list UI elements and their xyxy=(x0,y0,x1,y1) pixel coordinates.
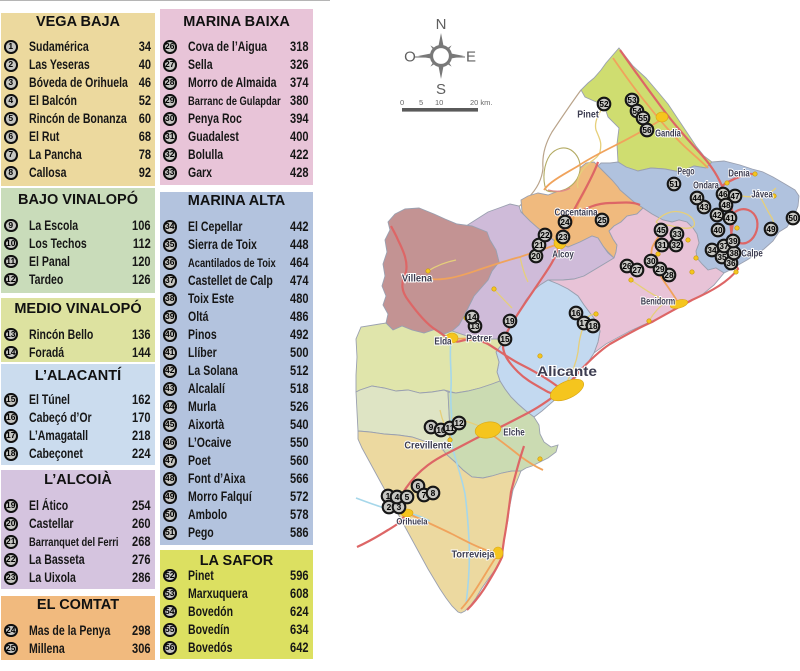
svg-text:52: 52 xyxy=(599,99,609,109)
svg-text:26: 26 xyxy=(622,261,632,271)
svg-text:4: 4 xyxy=(395,492,400,502)
svg-text:38: 38 xyxy=(729,248,739,258)
svg-text:9: 9 xyxy=(429,422,434,432)
svg-text:Alicante: Alicante xyxy=(537,363,597,379)
svg-text:Pego: Pego xyxy=(677,166,694,178)
svg-text:Elda: Elda xyxy=(434,336,451,348)
svg-text:Orihuela: Orihuela xyxy=(396,516,428,527)
svg-text:Ondara: Ondara xyxy=(693,180,719,192)
svg-text:Villena: Villena xyxy=(402,273,432,285)
svg-text:21: 21 xyxy=(534,240,544,250)
svg-text:35: 35 xyxy=(717,252,727,262)
svg-text:Benidorm: Benidorm xyxy=(641,296,675,308)
svg-text:Crevillente: Crevillente xyxy=(404,440,451,452)
svg-text:30: 30 xyxy=(646,256,656,266)
svg-text:13: 13 xyxy=(470,321,480,331)
svg-text:42: 42 xyxy=(712,210,722,220)
svg-text:44: 44 xyxy=(692,193,702,203)
svg-text:15: 15 xyxy=(500,334,510,344)
svg-text:23: 23 xyxy=(558,232,568,242)
svg-text:41: 41 xyxy=(725,213,735,223)
svg-text:Alcoy: Alcoy xyxy=(552,249,574,261)
svg-text:Elche: Elche xyxy=(503,427,525,439)
svg-text:19: 19 xyxy=(505,316,515,326)
svg-text:Petrer: Petrer xyxy=(466,333,492,345)
svg-text:37: 37 xyxy=(719,241,729,251)
svg-text:48: 48 xyxy=(721,200,731,210)
svg-text:0: 0 xyxy=(400,98,404,107)
svg-text:50: 50 xyxy=(788,213,798,223)
svg-text:Jávea: Jávea xyxy=(751,189,773,201)
svg-text:2: 2 xyxy=(387,502,392,512)
svg-text:5: 5 xyxy=(405,492,410,502)
svg-text:31: 31 xyxy=(657,240,667,250)
svg-text:47: 47 xyxy=(730,191,740,201)
svg-text:20: 20 xyxy=(531,251,541,261)
svg-text:3: 3 xyxy=(397,502,402,512)
svg-text:E: E xyxy=(466,49,476,66)
svg-text:17: 17 xyxy=(579,318,589,328)
svg-text:51: 51 xyxy=(669,179,679,189)
svg-text:16: 16 xyxy=(571,308,581,318)
svg-text:36: 36 xyxy=(726,258,736,268)
svg-text:29: 29 xyxy=(655,264,665,274)
svg-text:S: S xyxy=(436,81,446,98)
svg-text:34: 34 xyxy=(707,245,717,255)
svg-text:Calpe: Calpe xyxy=(741,248,763,260)
svg-text:6: 6 xyxy=(416,481,421,491)
svg-text:18: 18 xyxy=(588,321,598,331)
svg-text:46: 46 xyxy=(718,189,728,199)
svg-text:28: 28 xyxy=(664,270,674,280)
svg-text:45: 45 xyxy=(656,225,666,235)
svg-text:1: 1 xyxy=(386,491,391,501)
svg-text:8: 8 xyxy=(431,488,436,498)
svg-text:22: 22 xyxy=(540,230,550,240)
svg-text:O: O xyxy=(404,49,416,66)
svg-text:N: N xyxy=(436,16,447,33)
svg-text:33: 33 xyxy=(672,229,682,239)
svg-text:56: 56 xyxy=(642,125,652,135)
svg-text:10: 10 xyxy=(435,98,443,107)
svg-text:25: 25 xyxy=(597,215,607,225)
svg-text:40: 40 xyxy=(713,225,723,235)
svg-text:5: 5 xyxy=(419,98,423,107)
svg-text:49: 49 xyxy=(766,224,776,234)
svg-text:27: 27 xyxy=(632,265,642,275)
svg-text:39: 39 xyxy=(728,236,738,246)
svg-text:7: 7 xyxy=(422,490,427,500)
svg-text:Gandía: Gandía xyxy=(655,128,681,140)
svg-text:12: 12 xyxy=(454,418,464,428)
svg-text:Torrevieja: Torrevieja xyxy=(451,549,494,561)
svg-text:10: 10 xyxy=(436,425,446,435)
svg-text:54: 54 xyxy=(632,106,642,116)
svg-text:32: 32 xyxy=(671,240,681,250)
svg-text:24: 24 xyxy=(560,217,570,227)
svg-text:14: 14 xyxy=(467,312,477,322)
svg-text:Pinet: Pinet xyxy=(577,109,599,121)
svg-text:20 km.: 20 km. xyxy=(470,98,493,107)
svg-text:Denia: Denia xyxy=(728,168,750,180)
svg-text:11: 11 xyxy=(445,423,455,433)
svg-text:53: 53 xyxy=(627,95,637,105)
svg-text:43: 43 xyxy=(699,202,709,212)
svg-text:55: 55 xyxy=(638,113,648,123)
